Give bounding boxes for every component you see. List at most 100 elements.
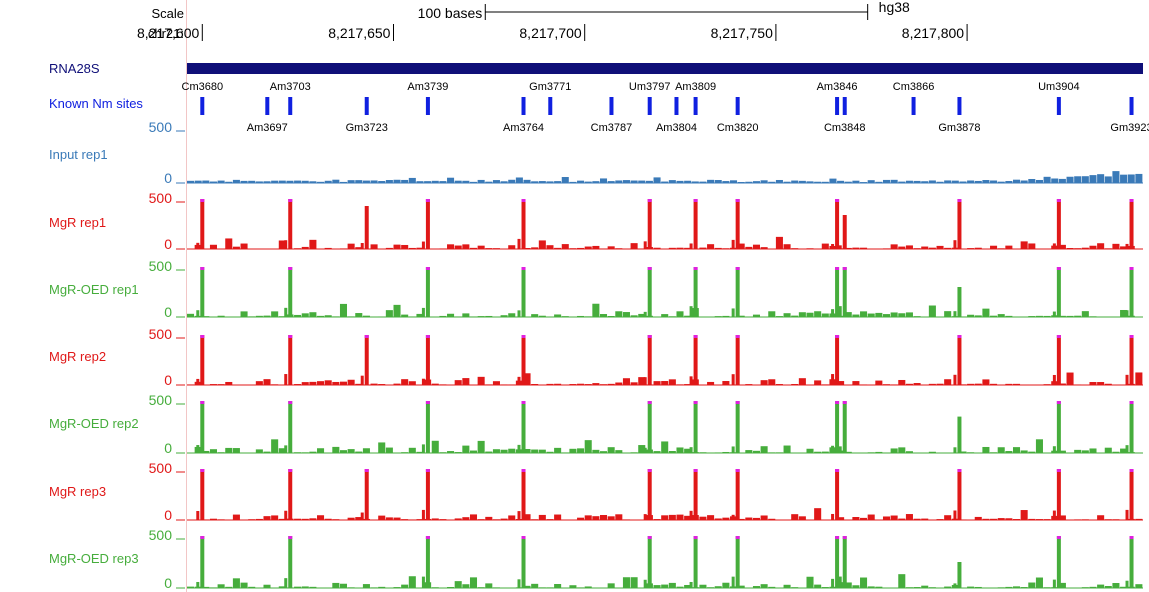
signal-bar: [622, 180, 630, 183]
nm-site-mark[interactable]: [957, 97, 962, 115]
nm-site-mark[interactable]: [842, 97, 847, 115]
signal-peak[interactable]: [1056, 536, 1061, 588]
nm-site-mark[interactable]: [911, 97, 916, 115]
signal-peak[interactable]: [1056, 335, 1061, 385]
signal-peak[interactable]: [835, 199, 840, 249]
signal-peak[interactable]: [693, 199, 698, 249]
signal-bar: [645, 180, 653, 183]
signal-peak[interactable]: [957, 199, 962, 249]
signal-peak[interactable]: [1129, 199, 1134, 249]
signal-peak[interactable]: [521, 536, 526, 588]
signal-peak[interactable]: [693, 401, 698, 453]
signal-bar: [722, 181, 730, 183]
nm-site-mark[interactable]: [364, 97, 369, 115]
gene-bar-rna28s[interactable]: [187, 63, 1143, 74]
signal-peak[interactable]: [1056, 469, 1061, 520]
signal-peak[interactable]: [521, 267, 526, 317]
signal-bar: [676, 311, 684, 317]
signal-peak[interactable]: [1129, 335, 1134, 385]
signal-peak[interactable]: [200, 267, 205, 317]
track-label-mgr-rep2: MgR rep2: [49, 349, 107, 364]
signal-peak[interactable]: [364, 335, 369, 385]
signal-peak[interactable]: [735, 199, 740, 249]
nm-site-mark[interactable]: [548, 97, 553, 115]
nm-site-mark[interactable]: [521, 97, 526, 115]
nm-site-mark[interactable]: [425, 97, 430, 115]
signal-peak[interactable]: [200, 469, 205, 520]
nm-site-mark[interactable]: [835, 97, 840, 115]
signal-peak[interactable]: [288, 469, 293, 520]
signal-peak[interactable]: [425, 401, 430, 453]
signal-peak[interactable]: [957, 287, 962, 317]
signal-peak[interactable]: [1056, 199, 1061, 249]
signal-peak[interactable]: [835, 401, 840, 453]
signal-peak[interactable]: [200, 199, 205, 249]
signal-peak[interactable]: [288, 401, 293, 453]
signal-peak[interactable]: [364, 469, 369, 520]
signal-peak[interactable]: [835, 536, 840, 588]
signal-peak[interactable]: [1056, 401, 1061, 453]
signal-peak[interactable]: [957, 562, 962, 588]
signal-peak[interactable]: [735, 267, 740, 317]
nm-site-mark[interactable]: [735, 97, 740, 115]
signal-peak[interactable]: [425, 335, 430, 385]
nm-site-mark[interactable]: [693, 97, 698, 115]
signal-peak[interactable]: [521, 469, 526, 520]
nm-site-mark[interactable]: [265, 97, 270, 115]
signal-peak[interactable]: [288, 335, 293, 385]
signal-peak[interactable]: [693, 335, 698, 385]
signal-peak[interactable]: [200, 335, 205, 385]
signal-peak[interactable]: [1129, 536, 1134, 588]
signal-peak[interactable]: [735, 536, 740, 588]
signal-peak[interactable]: [735, 469, 740, 520]
signal-peak[interactable]: [957, 335, 962, 385]
signal-peak[interactable]: [288, 199, 293, 249]
nm-site-mark[interactable]: [200, 97, 205, 115]
signal-peak[interactable]: [647, 536, 652, 588]
signal-peak[interactable]: [647, 199, 652, 249]
signal-peak[interactable]: [425, 267, 430, 317]
signal-peak[interactable]: [1129, 469, 1134, 520]
signal-bar: [1058, 383, 1066, 385]
nm-site-mark[interactable]: [1056, 97, 1061, 115]
signal-peak[interactable]: [647, 401, 652, 453]
nm-site-mark[interactable]: [674, 97, 679, 115]
signal-peak[interactable]: [425, 199, 430, 249]
signal-peak[interactable]: [693, 267, 698, 317]
signal-peak[interactable]: [647, 469, 652, 520]
signal-peak[interactable]: [735, 401, 740, 453]
signal-peak[interactable]: [521, 335, 526, 385]
signal-peak[interactable]: [842, 267, 847, 317]
signal-peak[interactable]: [425, 536, 430, 588]
signal-peak[interactable]: [647, 335, 652, 385]
signal-peak[interactable]: [842, 401, 847, 453]
signal-peak[interactable]: [693, 469, 698, 520]
signal-peak[interactable]: [735, 335, 740, 385]
signal-peak[interactable]: [957, 416, 962, 453]
signal-peak[interactable]: [1056, 267, 1061, 317]
signal-peak[interactable]: [835, 469, 840, 520]
signal-peak[interactable]: [425, 469, 430, 520]
signal-bar: [607, 316, 615, 317]
nm-site-mark[interactable]: [288, 97, 293, 115]
signal-peak[interactable]: [288, 267, 293, 317]
signal-peak[interactable]: [693, 536, 698, 588]
signal-peak[interactable]: [835, 335, 840, 385]
signal-peak[interactable]: [200, 401, 205, 453]
signal-peak[interactable]: [200, 536, 205, 588]
signal-peak[interactable]: [521, 199, 526, 249]
signal-peak[interactable]: [288, 536, 293, 588]
nm-site-mark[interactable]: [609, 97, 614, 115]
signal-peak[interactable]: [957, 469, 962, 520]
signal-peak[interactable]: [364, 206, 369, 249]
signal-peak[interactable]: [647, 267, 652, 317]
signal-peak[interactable]: [1129, 401, 1134, 453]
signal-peak[interactable]: [835, 267, 840, 317]
signal-peak[interactable]: [842, 215, 847, 249]
clip-marker: [1056, 401, 1061, 404]
signal-peak[interactable]: [1129, 267, 1134, 317]
nm-site-mark[interactable]: [647, 97, 652, 115]
signal-peak[interactable]: [842, 536, 847, 588]
nm-site-mark[interactable]: [1129, 97, 1134, 115]
signal-peak[interactable]: [521, 401, 526, 453]
